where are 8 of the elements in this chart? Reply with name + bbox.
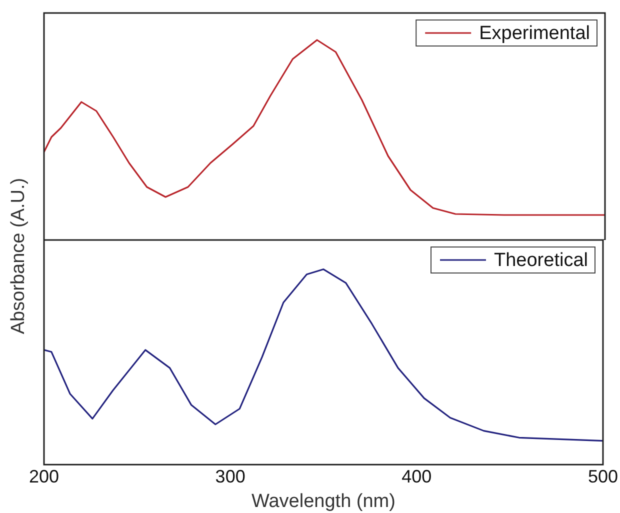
x-tick-label: 500 [588,466,618,486]
legend-label: Experimental [479,23,590,44]
legend-label: Theoretical [494,250,588,272]
x-tick-label: 200 [28,466,60,486]
y-axis-title: Absorbance (A.U.) [8,178,30,334]
x-tick-label: 400 [402,466,432,486]
x-tick-label: 300 [215,466,246,486]
x-axis-title: Wavelength (nm) [252,490,396,512]
